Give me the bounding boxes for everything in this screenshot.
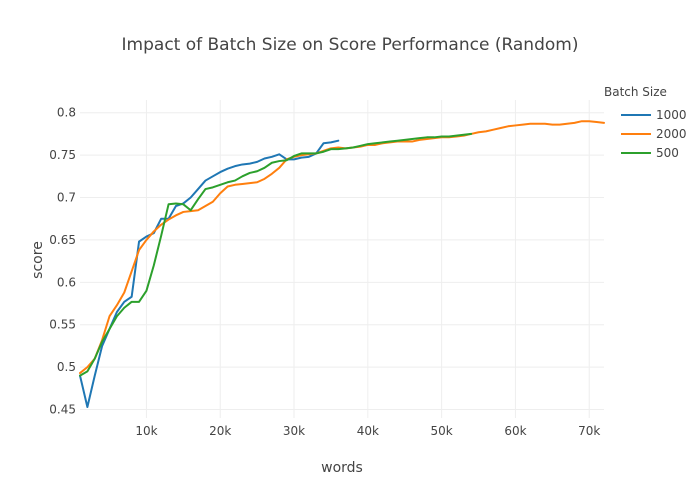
x-tick-label: 40k xyxy=(357,424,379,438)
grid-lines xyxy=(80,100,604,418)
y-tick-label: 0.55 xyxy=(49,318,76,332)
series-lines xyxy=(79,120,605,408)
x-tick-label: 20k xyxy=(209,424,231,438)
legend-label: 500 xyxy=(656,146,679,160)
y-tick-label: 0.7 xyxy=(57,191,76,205)
y-tick-label: 0.8 xyxy=(57,106,76,120)
legend-item-1000[interactable]: 1000 xyxy=(621,108,687,122)
legend-item-500[interactable]: 500 xyxy=(621,146,679,160)
legend-label: 1000 xyxy=(656,108,687,122)
y-tick-label: 0.75 xyxy=(49,148,76,162)
y-tick-label: 0.6 xyxy=(57,275,76,289)
x-tick-label: 30k xyxy=(283,424,305,438)
x-tick-label: 70k xyxy=(578,424,600,438)
y-axis-label: score xyxy=(30,241,46,279)
x-tick-label: 50k xyxy=(431,424,453,438)
legend-label: 2000 xyxy=(656,127,687,141)
legend: Batch Size 1000 2000 500 xyxy=(604,85,687,160)
y-tick-label: 0.65 xyxy=(49,233,76,247)
series-line-1000 xyxy=(79,139,340,408)
x-axis-label: words xyxy=(321,460,363,476)
legend-item-2000[interactable]: 2000 xyxy=(621,127,687,141)
y-tick-label: 0.45 xyxy=(49,403,76,417)
x-tick-label: 60k xyxy=(504,424,526,438)
y-tick-label: 0.5 xyxy=(57,360,76,374)
legend-title: Batch Size xyxy=(604,85,667,99)
chart-title: Impact of Batch Size on Score Performanc… xyxy=(122,35,579,55)
x-tick-label: 10k xyxy=(135,424,157,438)
axis-ticks: 10k 20k 30k 40k 50k 60k 70k 0.45 0.5 0.55 0.6 0.65 0… xyxy=(49,106,600,438)
series-line-500 xyxy=(79,132,473,377)
